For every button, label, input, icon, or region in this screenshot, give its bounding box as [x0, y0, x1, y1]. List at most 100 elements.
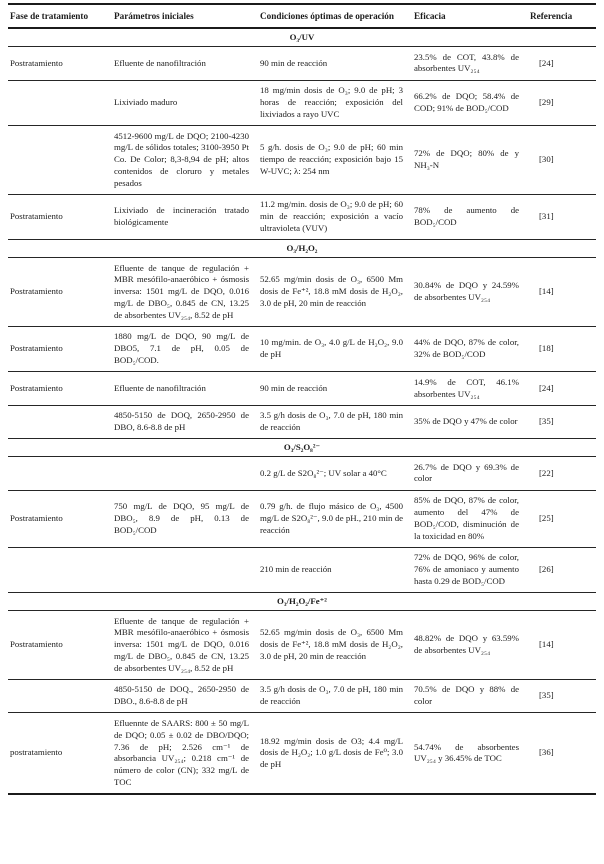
cell-fase	[8, 456, 112, 491]
table-row: 4850-5150 de DOQ, 2650-2950 de DBO, 8.6-…	[8, 405, 596, 440]
cell-condiciones: 18.92 mg/min dosis de O3; 4.4 mg/L dosis…	[260, 735, 403, 770]
cell-eficacia: 66.2% de DQO; 58.4% de COD; 91% de BOD₅/…	[412, 80, 528, 127]
table-row: Lixiviado maduro 18 mg/min dosis de O₃; …	[8, 80, 596, 127]
header-row: Fase de tratamiento Parámetros iniciales…	[8, 4, 596, 30]
cell-parametros: Efluennte de SAARS: 800 ± 50 mg/L de DQO…	[114, 717, 249, 787]
section-header-o3-h2o2: O₃/H₂O₂	[8, 239, 596, 259]
column-header-parametros: Parámetros iniciales	[112, 4, 258, 30]
cell-eficacia: 70.5% de DQO y 88% de color	[412, 679, 528, 714]
cell-parametros: 4512-9600 mg/L de DQO; 2100-4230 mg/L de…	[112, 125, 258, 195]
column-header-condiciones: Condiciones óptimas de operación	[258, 4, 412, 30]
column-header-eficacia: Eficacia	[412, 4, 528, 30]
cell-referencia: [14]	[528, 257, 596, 327]
cell-referencia: [31]	[528, 194, 596, 241]
cell-parametros: Efluente de tanque de regulación + MBR m…	[112, 257, 258, 327]
cell-parametros	[112, 456, 258, 491]
cell-fase	[8, 547, 112, 594]
table-row: postratamiento Efluennte de SAARS: 800 ±…	[8, 713, 596, 794]
cell-condiciones: 0.2 g/L de S2O₈²⁻; UV solar a 40°C	[258, 456, 412, 491]
cell-parametros: 750 mg/L de DQO, 95 mg/L de DBO₅, 8.9 de…	[112, 490, 258, 548]
cell-parametros: Efluente de nanofiltración	[112, 371, 258, 406]
table-row: 4850-5150 de DOQ., 2650-2950 de DBO., 8.…	[8, 679, 596, 714]
section-title: O₃/H₂O₂/Fe⁺²	[8, 592, 596, 612]
cell-eficacia: 35% de DQO y 47% de color	[412, 405, 528, 440]
cell-parametros: 4850-5150 de DOQ, 2650-2950 de DBO, 8.6-…	[112, 405, 258, 440]
cell-fase	[8, 125, 112, 195]
cell-eficacia: 48.82% de DQO y 63.59% de absorbentes UV…	[412, 610, 528, 680]
section-header-o3-uv: O₃/UV	[8, 28, 596, 48]
cell-fase: Postratamiento	[8, 371, 112, 406]
cell-parametros: Efluente de tanque de regulación + MBR m…	[112, 610, 258, 680]
cell-fase: Postratamiento	[8, 490, 112, 548]
cell-referencia: [35]	[528, 405, 596, 440]
table-row: 210 min de reacción 72% de DQO, 96% de c…	[8, 547, 596, 594]
section-title: O₃/UV	[8, 28, 596, 48]
cell-condiciones: 0.79 g/h. de flujo másico de O₃, 4500 mg…	[258, 490, 412, 548]
cell-referencia: [14]	[528, 610, 596, 680]
treatment-table: Fase de tratamiento Parámetros iniciales…	[8, 3, 596, 796]
cell-referencia: [30]	[528, 125, 596, 195]
cell-referencia: [18]	[528, 326, 596, 373]
cell-fase	[8, 405, 112, 440]
cell-condiciones: 52.65 mg/min dosis de O₃, 6500 Mm dosis …	[258, 257, 412, 327]
cell-condiciones: 52.65 mg/min dosis de O₃, 6500 Mm dosis …	[258, 610, 412, 680]
cell-fase	[8, 679, 112, 714]
cell-referencia: [26]	[528, 547, 596, 594]
cell-condiciones: 18 mg/min dosis de O₃; 9.0 de pH; 3 hora…	[258, 80, 412, 127]
table-row: 0.2 g/L de S2O₈²⁻; UV solar a 40°C 26.7%…	[8, 456, 596, 491]
cell-referencia: [35]	[528, 679, 596, 714]
table-row: Postratamiento 750 mg/L de DQO, 95 mg/L …	[8, 490, 596, 548]
cell-fase: Postratamiento	[8, 326, 112, 373]
cell-parametros: 4850-5150 de DOQ., 2650-2950 de DBO., 8.…	[112, 679, 258, 714]
cell-fase: Postratamiento	[8, 194, 112, 241]
section-title: O₃/H₂O₂	[8, 239, 596, 259]
cell-condiciones: 11.2 mg/min. dosis de O₃; 9.0 de pH; 60 …	[258, 194, 412, 241]
cell-fase: Postratamiento	[8, 610, 112, 680]
cell-eficacia: 26.7% de DQO y 69.3% de color	[412, 456, 528, 491]
cell-eficacia: 85% de DQO, 87% de color, aumento del 47…	[412, 490, 528, 548]
cell-condiciones: 10 mg/min. de O₃, 4.0 g/L de H₂O₂, 9.0 d…	[258, 326, 412, 373]
cell-fase: postratamiento	[10, 747, 63, 758]
table-row: 4512-9600 mg/L de DQO; 2100-4230 mg/L de…	[8, 125, 596, 195]
section-header-o3-h2o2-fe: O₃/H₂O₂/Fe⁺²	[8, 592, 596, 612]
cell-condiciones: 5 g/h. dosis de O₃; 9.0 de pH; 60 min ti…	[258, 125, 412, 195]
cell-parametros: 1880 mg/L de DQO, 90 mg/L de DBO5, 7.1 d…	[112, 326, 258, 373]
table-row: Postratamiento Efluente de tanque de reg…	[8, 257, 596, 327]
cell-eficacia: 44% de DQO, 87% de color, 32% de BOD₅/CO…	[412, 326, 528, 373]
cell-fase	[8, 80, 112, 127]
cell-eficacia: 72% de DQO, 96% de color, 76% de amoniac…	[412, 547, 528, 594]
table-row: Postratamiento 1880 mg/L de DQO, 90 mg/L…	[8, 326, 596, 373]
cell-condiciones: 90 min de reacción	[258, 371, 412, 406]
cell-fase: Postratamiento	[8, 46, 112, 81]
cell-parametros	[112, 547, 258, 594]
cell-parametros: Lixiviado maduro	[112, 80, 258, 127]
cell-condiciones: 210 min de reacción	[258, 547, 412, 594]
cell-referencia: [36]	[539, 747, 554, 758]
column-header-referencia: Referencia	[528, 4, 596, 30]
table-row: Postratamiento Lixiviado de incineración…	[8, 194, 596, 241]
cell-eficacia: 23.5% de COT, 43.8% de absorbentes UV₂₅₄	[412, 46, 528, 81]
table-row: Postratamiento Efluente de nanofiltració…	[8, 371, 596, 406]
table-row: Postratamiento Efluente de tanque de reg…	[8, 610, 596, 680]
cell-parametros: Efluente de nanofiltración	[112, 46, 258, 81]
cell-referencia: [29]	[528, 80, 596, 127]
cell-condiciones: 90 min de reacción	[258, 46, 412, 81]
cell-eficacia: 54.74% de absorbentes UV₂₅₄ y 36.45% de …	[414, 741, 519, 764]
cell-condiciones: 3.5 g/h dosis de O₃, 7.0 de pH, 180 min …	[258, 405, 412, 440]
table-row: Postratamiento Efluente de nanofiltració…	[8, 46, 596, 81]
section-title: O₃/S₂O₈²⁻	[8, 438, 596, 458]
cell-referencia: [24]	[528, 371, 596, 406]
cell-eficacia: 30.84% de DQO y 24.59% de absorbentes UV…	[412, 257, 528, 327]
cell-condiciones: 3.5 g/h dosis de O₃, 7.0 de pH, 180 min …	[258, 679, 412, 714]
cell-parametros: Lixiviado de incineración tratado biológ…	[112, 194, 258, 241]
cell-fase: Postratamiento	[8, 257, 112, 327]
cell-referencia: [25]	[528, 490, 596, 548]
cell-referencia: [24]	[528, 46, 596, 81]
cell-eficacia: 78% de aumento de BOD₅/COD	[412, 194, 528, 241]
section-header-o3-s2o8: O₃/S₂O₈²⁻	[8, 438, 596, 458]
cell-eficacia: 14.9% de COT, 46.1% absorbentes UV₂₅₄	[412, 371, 528, 406]
cell-eficacia: 72% de DQO; 80% de y NH₃-N	[412, 125, 528, 195]
cell-referencia: [22]	[528, 456, 596, 491]
column-header-fase: Fase de tratamiento	[8, 4, 112, 30]
